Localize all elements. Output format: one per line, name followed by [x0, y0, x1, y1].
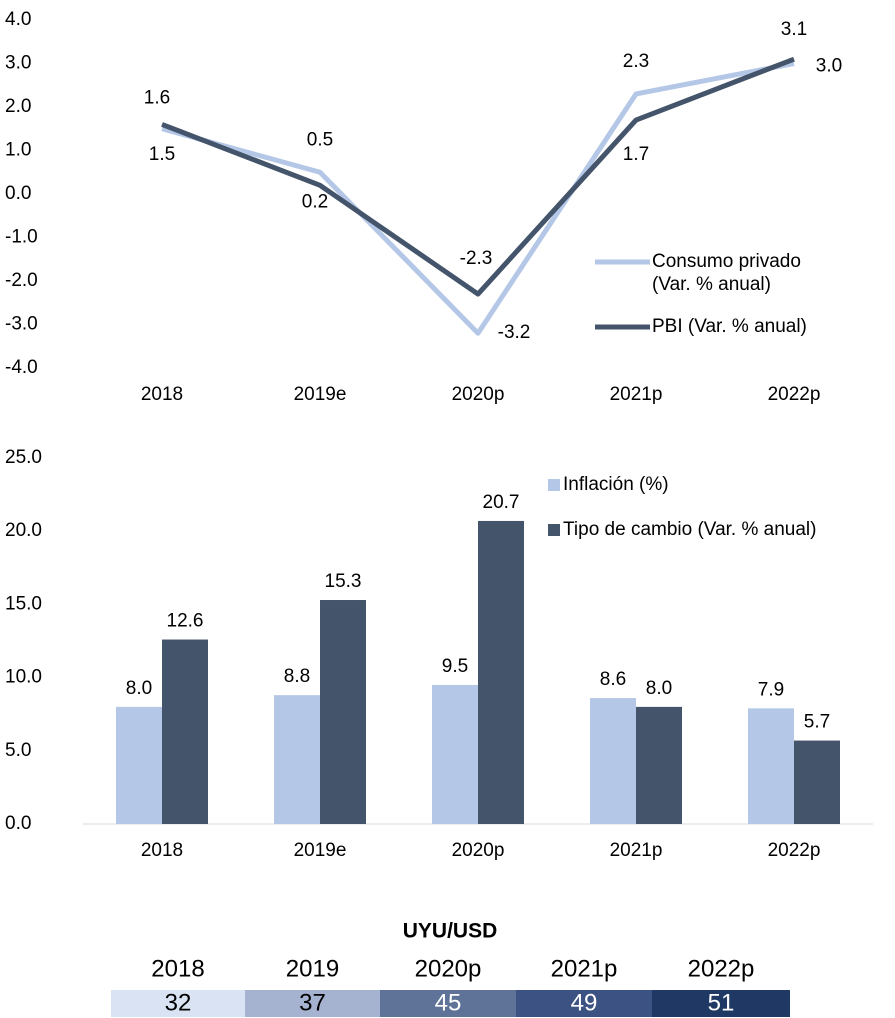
y-tick-label: 0.0: [5, 813, 31, 834]
bar: [432, 684, 478, 824]
x-tick-label: 2020p: [452, 384, 505, 405]
data-label: 0.2: [302, 191, 328, 212]
bar: [162, 639, 208, 824]
x-tick-label: 2019e: [294, 840, 347, 861]
bar: [636, 706, 682, 824]
x-tick-label: 2022p: [768, 840, 821, 861]
table-cell: [111, 990, 245, 1017]
data-label: 8.0: [646, 678, 672, 699]
data-label: 8.0: [126, 678, 152, 699]
y-tick-label: -2.0: [5, 270, 38, 291]
bar: [320, 600, 366, 824]
data-label: 5.7: [804, 712, 830, 733]
table-cell: [516, 990, 652, 1017]
data-label: 8.8: [284, 666, 310, 687]
x-tick-label: 2019e: [294, 384, 347, 405]
y-tick-label: 25.0: [5, 447, 42, 468]
x-tick-label: 2018: [141, 384, 183, 405]
y-tick-label: 0.0: [5, 183, 31, 204]
legend-label: PBI (Var. % anual): [652, 316, 807, 337]
table-value: 45: [435, 989, 462, 1016]
data-label: 12.6: [167, 611, 204, 632]
data-label: 1.7: [623, 144, 649, 165]
bar: [116, 706, 162, 824]
table-header: 2018: [151, 955, 204, 982]
data-label: -2.3: [460, 248, 493, 269]
bar: [478, 520, 524, 824]
table-header: 2019: [286, 955, 339, 982]
y-tick-label: 20.0: [5, 520, 42, 541]
legend-label: Inflación (%): [563, 474, 669, 495]
x-tick-label: 2020p: [452, 840, 505, 861]
table-value: 49: [571, 989, 598, 1016]
table-header: 2020p: [415, 955, 482, 982]
data-label: 15.3: [325, 571, 362, 592]
data-label: 1.6: [144, 87, 170, 108]
x-tick-label: 2018: [141, 840, 183, 861]
table-cell: [245, 990, 380, 1017]
data-label: 9.5: [442, 656, 468, 677]
legend-swatch: [548, 479, 560, 491]
data-label: 20.7: [483, 492, 520, 513]
table-cell: [380, 990, 516, 1017]
table-title: UYU/USD: [403, 920, 498, 943]
legend-entry: Consumo privado (Var. % anual): [652, 251, 801, 295]
data-label: 2.3: [623, 51, 649, 72]
data-label: 8.6: [600, 669, 626, 690]
y-tick-label: -4.0: [5, 357, 38, 378]
data-label: 1.5: [149, 144, 175, 165]
x-tick-label: 2022p: [768, 384, 821, 405]
table-cell: [652, 990, 790, 1017]
table-header: 2022p: [688, 955, 755, 982]
y-tick-label: 3.0: [5, 53, 31, 74]
y-tick-label: 1.0: [5, 140, 31, 161]
x-tick-label: 2021p: [610, 840, 663, 861]
data-label: 7.9: [758, 679, 784, 700]
x-tick-label: 2021p: [610, 384, 663, 405]
bar: [274, 695, 320, 824]
data-label: 3.1: [781, 19, 807, 40]
y-tick-label: -3.0: [5, 314, 38, 335]
table-value: 32: [165, 989, 192, 1016]
y-tick-label: 15.0: [5, 593, 42, 614]
line: [161, 61, 795, 336]
legend-entry: PBI (Var. % anual): [652, 316, 807, 337]
table-value: 37: [299, 989, 326, 1016]
data-label: 3.0: [816, 56, 842, 77]
table-value: 51: [708, 989, 735, 1016]
bar: [794, 740, 840, 824]
data-label: 0.5: [307, 129, 333, 150]
y-tick-label: 10.0: [5, 667, 42, 688]
legend-swatch: [548, 524, 560, 536]
table-header: 2021p: [551, 955, 618, 982]
y-tick-label: 5.0: [5, 740, 31, 761]
line: [161, 56, 795, 297]
legend-label: Tipo de cambio (Var. % anual): [563, 519, 816, 540]
bar: [590, 698, 636, 824]
bar: [748, 708, 794, 824]
y-tick-label: 4.0: [5, 9, 31, 30]
data-label: -3.2: [498, 322, 531, 343]
y-tick-label: -1.0: [5, 227, 38, 248]
legend-label: Consumo privado (Var. % anual): [652, 251, 801, 295]
y-tick-label: 2.0: [5, 96, 31, 117]
